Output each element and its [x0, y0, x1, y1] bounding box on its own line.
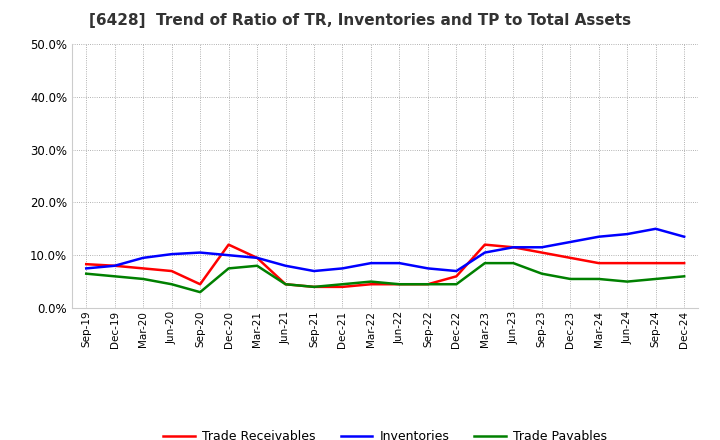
Trade Receivables [167, 268, 176, 274]
Line: Trade Receivables: Trade Receivables [86, 245, 684, 287]
Trade Payables [82, 271, 91, 276]
Inventories [509, 245, 518, 250]
Trade Receivables [366, 282, 375, 287]
Trade Receivables [225, 242, 233, 247]
Trade Payables [595, 276, 603, 282]
Trade Receivables [110, 263, 119, 268]
Inventories [196, 250, 204, 255]
Inventories [338, 266, 347, 271]
Inventories [366, 260, 375, 266]
Trade Receivables [566, 255, 575, 260]
Trade Payables [423, 282, 432, 287]
Trade Payables [480, 260, 489, 266]
Inventories [310, 268, 318, 274]
Trade Payables [452, 282, 461, 287]
Trade Payables [509, 260, 518, 266]
Trade Receivables [623, 260, 631, 266]
Trade Payables [680, 274, 688, 279]
Trade Payables [338, 282, 347, 287]
Trade Payables [225, 266, 233, 271]
Trade Receivables [652, 260, 660, 266]
Trade Payables [282, 282, 290, 287]
Inventories [566, 239, 575, 245]
Inventories [167, 252, 176, 257]
Trade Payables [167, 282, 176, 287]
Trade Receivables [452, 274, 461, 279]
Trade Payables [310, 284, 318, 290]
Inventories [623, 231, 631, 237]
Inventories [253, 255, 261, 260]
Trade Receivables [139, 266, 148, 271]
Inventories [423, 266, 432, 271]
Trade Receivables [196, 282, 204, 287]
Inventories [139, 255, 148, 260]
Trade Payables [366, 279, 375, 284]
Trade Receivables [423, 282, 432, 287]
Trade Receivables [310, 284, 318, 290]
Trade Payables [110, 274, 119, 279]
Inventories [282, 263, 290, 268]
Trade Payables [139, 276, 148, 282]
Trade Payables [395, 282, 404, 287]
Trade Receivables [82, 261, 91, 267]
Inventories [680, 234, 688, 239]
Trade Receivables [338, 284, 347, 290]
Inventories [537, 245, 546, 250]
Text: [6428]  Trend of Ratio of TR, Inventories and TP to Total Assets: [6428] Trend of Ratio of TR, Inventories… [89, 13, 631, 28]
Inventories [110, 263, 119, 268]
Trade Receivables [395, 282, 404, 287]
Trade Payables [537, 271, 546, 276]
Line: Inventories: Inventories [86, 229, 684, 271]
Trade Payables [196, 290, 204, 295]
Line: Trade Payables: Trade Payables [86, 263, 684, 292]
Trade Payables [566, 276, 575, 282]
Trade Receivables [680, 260, 688, 266]
Trade Receivables [509, 245, 518, 250]
Trade Receivables [253, 255, 261, 260]
Trade Receivables [537, 250, 546, 255]
Trade Payables [253, 263, 261, 268]
Inventories [395, 260, 404, 266]
Trade Payables [623, 279, 631, 284]
Inventories [480, 250, 489, 255]
Trade Receivables [595, 260, 603, 266]
Inventories [595, 234, 603, 239]
Trade Receivables [282, 282, 290, 287]
Inventories [225, 253, 233, 258]
Inventories [652, 226, 660, 231]
Inventories [82, 266, 91, 271]
Inventories [452, 268, 461, 274]
Trade Receivables [480, 242, 489, 247]
Legend: Trade Receivables, Inventories, Trade Payables: Trade Receivables, Inventories, Trade Pa… [158, 425, 612, 440]
Trade Payables [652, 276, 660, 282]
